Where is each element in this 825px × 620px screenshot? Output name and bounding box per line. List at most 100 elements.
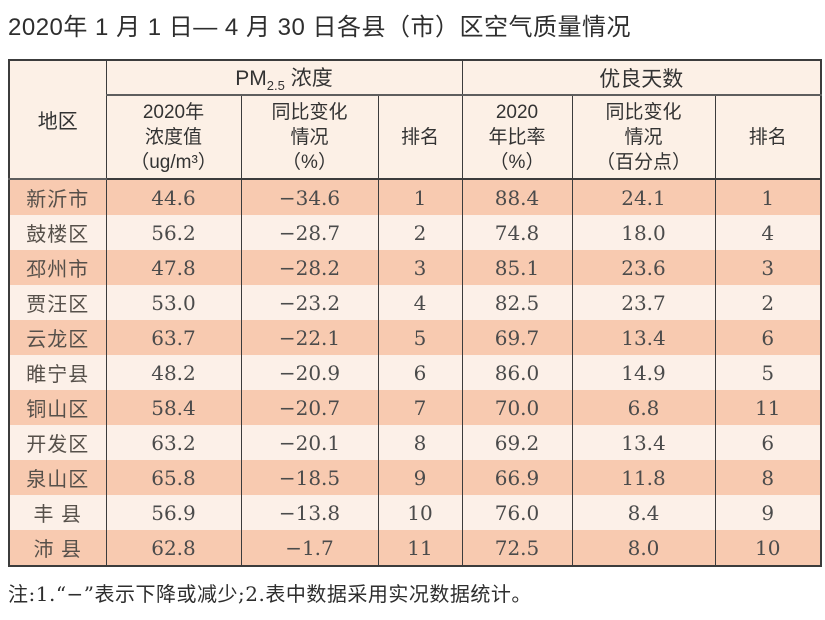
value-cell: 48.2 [105, 355, 242, 391]
value-cell: −23.2 [240, 285, 379, 321]
region-cell: 新沂市 [8, 179, 107, 216]
value-cell: 69.7 [461, 320, 573, 356]
region-cell: 铜山区 [8, 390, 107, 426]
value-cell: 10 [377, 495, 463, 531]
value-cell: 23.6 [571, 250, 716, 286]
value-cell: 1 [377, 179, 463, 216]
pm-group-suffix: 浓度 [284, 67, 333, 91]
value-cell: 3 [714, 250, 822, 286]
pm-subscript: 2.5 [266, 78, 285, 94]
value-cell: 66.9 [461, 460, 573, 496]
value-cell: 5 [714, 355, 822, 391]
value-cell: 13.4 [571, 320, 716, 356]
value-cell: 88.4 [461, 179, 573, 216]
region-cell: 丰 县 [8, 495, 107, 531]
value-cell: 70.0 [461, 390, 573, 426]
table-row: 开发区 63.2 −20.1 8 69.2 13.4 6 [8, 425, 822, 461]
value-cell: 86.0 [461, 355, 573, 391]
value-cell: −20.7 [240, 390, 379, 426]
table-row: 睢宁县 48.2 −20.9 6 86.0 14.9 5 [8, 355, 822, 391]
value-cell: 76.0 [461, 495, 573, 531]
value-cell: 6 [714, 425, 822, 461]
value-cell: 44.6 [105, 179, 242, 216]
value-cell: −18.5 [240, 460, 379, 496]
value-cell: 11 [714, 390, 822, 426]
value-cell: 2 [714, 285, 822, 321]
value-cell: 56.2 [105, 215, 242, 251]
value-cell: 9 [714, 495, 822, 531]
region-cell: 沛 县 [8, 530, 107, 567]
region-cell: 开发区 [8, 425, 107, 461]
header-row-groups: 地区 PM2.5 浓度 优良天数 [8, 60, 822, 181]
region-cell: 云龙区 [8, 320, 107, 356]
value-cell: 69.2 [461, 425, 573, 461]
col-group-good-days: 优良天数 [461, 60, 822, 97]
value-cell: 9 [377, 460, 463, 496]
col-header-pm-change: 同比变化 情况 （%） [240, 95, 379, 181]
value-cell: −20.9 [240, 355, 379, 391]
value-cell: 8 [377, 425, 463, 461]
header-row-sub: 2020年 浓度值 （ug/m³） 同比变化 情况 （%） 排名 2020 年比… [9, 95, 822, 181]
value-cell: 18.0 [571, 215, 716, 251]
value-cell: 6.8 [571, 390, 716, 426]
value-cell: 4 [377, 285, 463, 321]
table-row: 铜山区 58.4 −20.7 7 70.0 6.8 11 [8, 390, 822, 426]
value-cell: 74.8 [461, 215, 573, 251]
value-cell: 6 [714, 320, 822, 356]
region-cell: 睢宁县 [8, 355, 107, 391]
value-cell: 82.5 [461, 285, 573, 321]
table-row: 鼓楼区 56.2 −28.7 2 74.8 18.0 4 [8, 215, 822, 251]
pm-label: PM [235, 67, 267, 91]
col-header-good-rank: 排名 [714, 95, 822, 181]
col-header-pm-value: 2020年 浓度值 （ug/m³） [105, 95, 242, 181]
value-cell: 8.0 [571, 530, 716, 567]
value-cell: −1.7 [240, 530, 379, 567]
table-row: 新沂市 44.6 −34.6 1 88.4 24.1 1 [8, 179, 822, 216]
value-cell: 2 [377, 215, 463, 251]
value-cell: 85.1 [461, 250, 573, 286]
value-cell: 11.8 [571, 460, 716, 496]
col-header-pm-rank: 排名 [377, 95, 463, 181]
region-cell: 贾汪区 [8, 285, 107, 321]
table-row: 贾汪区 53.0 −23.2 4 82.5 23.7 2 [8, 285, 822, 321]
col-header-region: 地区 [8, 60, 107, 181]
value-cell: 8 [714, 460, 822, 496]
value-cell: 8.4 [571, 495, 716, 531]
value-cell: 63.2 [105, 425, 242, 461]
col-group-pm25: PM2.5 浓度 [105, 60, 463, 97]
value-cell: 53.0 [105, 285, 242, 321]
table-row: 邳州市 47.8 −28.2 3 85.1 23.6 3 [8, 250, 822, 286]
value-cell: 58.4 [105, 390, 242, 426]
table-row: 泉山区 65.8 −18.5 9 66.9 11.8 8 [8, 460, 822, 496]
footnote: 注:1.“−”表示下降或减少;2.表中数据采用实况数据统计。 [8, 582, 532, 607]
value-cell: 24.1 [571, 179, 716, 216]
value-cell: 14.9 [571, 355, 716, 391]
value-cell: −13.8 [240, 495, 379, 531]
value-cell: −20.1 [240, 425, 379, 461]
value-cell: 10 [714, 530, 822, 567]
table-row: 丰 县 56.9 −13.8 10 76.0 8.4 9 [8, 495, 822, 531]
value-cell: 11 [377, 530, 463, 567]
region-cell: 泉山区 [8, 460, 107, 496]
col-header-good-ratio: 2020 年比率 （%） [461, 95, 573, 181]
value-cell: 3 [377, 250, 463, 286]
table-row: 云龙区 63.7 −22.1 5 69.7 13.4 6 [8, 320, 822, 356]
value-cell: 62.8 [105, 530, 242, 567]
value-cell: 47.8 [105, 250, 242, 286]
value-cell: 56.9 [105, 495, 242, 531]
value-cell: 4 [714, 215, 822, 251]
air-quality-table: 地区 PM2.5 浓度 优良天数 2020年 浓度值 （ug/m³） 同比变化 … [8, 59, 823, 568]
region-cell: 邳州市 [8, 250, 107, 286]
value-cell: 72.5 [461, 530, 573, 567]
region-cell: 鼓楼区 [8, 215, 107, 251]
table-row: 沛 县 62.8 −1.7 11 72.5 8.0 10 [8, 530, 822, 567]
value-cell: 63.7 [105, 320, 242, 356]
col-header-good-change: 同比变化 情况 （百分点） [571, 95, 716, 181]
value-cell: 6 [377, 355, 463, 391]
value-cell: 5 [377, 320, 463, 356]
value-cell: 65.8 [105, 460, 242, 496]
value-cell: −28.7 [240, 215, 379, 251]
table-header: 地区 PM2.5 浓度 优良天数 2020年 浓度值 （ug/m³） 同比变化 … [8, 60, 822, 181]
page-title: 2020年 1 月 1 日— 4 月 30 日各县（市）区空气质量情况 [8, 14, 631, 41]
